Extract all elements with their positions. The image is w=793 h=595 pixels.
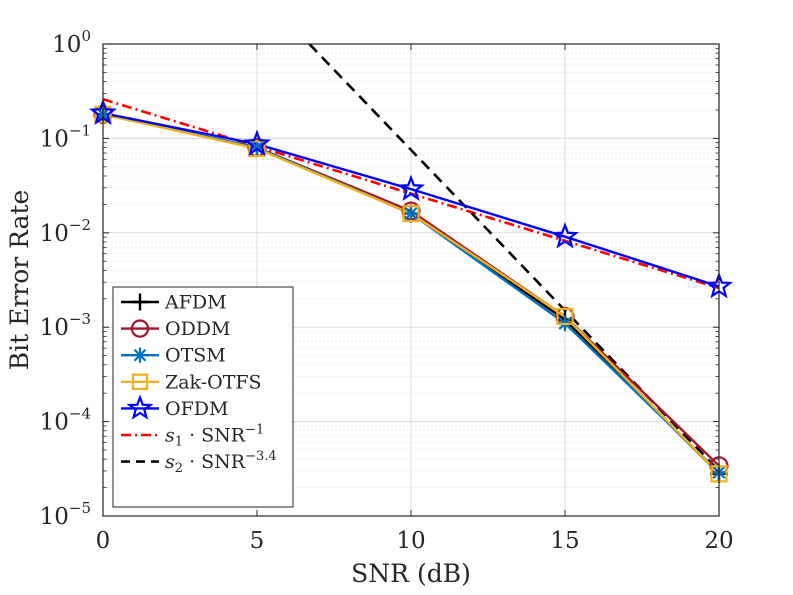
series-line-ofdm bbox=[102, 112, 720, 288]
y-tick-label: 10−5 bbox=[40, 499, 91, 530]
legend-label: AFDM bbox=[164, 292, 227, 314]
x-tick-label: 0 bbox=[96, 528, 111, 554]
data-point-otsm bbox=[403, 205, 419, 222]
y-tick-label: 10−1 bbox=[40, 121, 91, 152]
legend-label: OTSM bbox=[165, 345, 226, 367]
legend-marker-oddm bbox=[130, 319, 150, 338]
data-point-zak-otfs bbox=[402, 204, 420, 223]
data-point-ofdm bbox=[243, 129, 271, 156]
legend-marker-otsm bbox=[132, 347, 148, 363]
y-tick-label: 100 bbox=[52, 27, 91, 58]
x-tick-label: 10 bbox=[396, 528, 425, 554]
y-tick-label: 10−2 bbox=[40, 216, 91, 247]
legend-marker-ofdm bbox=[126, 394, 154, 420]
legend-marker-afdm bbox=[131, 293, 149, 311]
data-point-zak-otfs bbox=[248, 139, 266, 158]
x-tick-label: 20 bbox=[704, 528, 733, 554]
data-point-zak-otfs bbox=[556, 307, 574, 326]
legend-label: OFDM bbox=[165, 398, 228, 420]
axis-ticks bbox=[102, 43, 720, 517]
y-tick-labels: 10−5 10−4 10−3 10−2 10−1 100 bbox=[40, 27, 91, 530]
data-point-ofdm bbox=[397, 174, 425, 202]
series-layer bbox=[89, 44, 733, 483]
x-axis-label: SNR (dB) bbox=[351, 559, 471, 588]
legend-label: ODDM bbox=[165, 318, 231, 340]
legend-label: s2 · SNR−3.4 bbox=[165, 449, 277, 476]
y-tick-label: 10−4 bbox=[40, 405, 91, 436]
x-tick-label: 15 bbox=[550, 528, 579, 554]
y-tick-label: 10−3 bbox=[40, 310, 91, 341]
legend-label: Zak-OTFS bbox=[165, 371, 262, 393]
legend-marker-zak-otfs bbox=[131, 373, 149, 391]
data-point-otsm bbox=[249, 139, 265, 156]
x-tick-label: 5 bbox=[250, 528, 265, 554]
legend: AFDM ODDM OTSM Zak-OTFS OFDM s1 · SNR−1s2 · S… bbox=[112, 286, 294, 508]
x-tick-labels: 0 5 10 15 20 bbox=[96, 528, 734, 554]
legend-box bbox=[112, 286, 294, 508]
y-axis-label: Bit Error Rate bbox=[5, 190, 34, 371]
data-point-ofdm bbox=[551, 222, 579, 249]
legend-label: s1 · SNR−1 bbox=[165, 423, 264, 450]
